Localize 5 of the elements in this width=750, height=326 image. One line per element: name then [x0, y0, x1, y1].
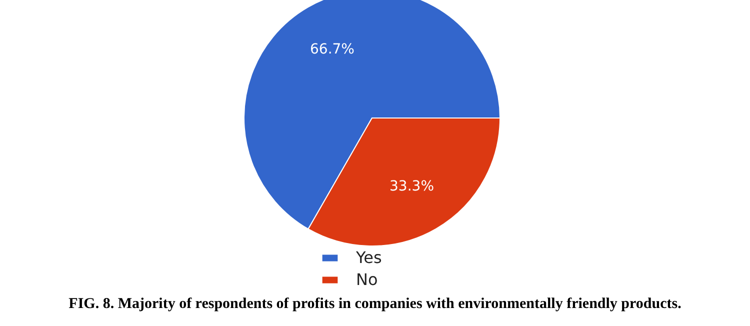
data-label: 33.3%: [390, 178, 434, 195]
caption: FIG. 8. Majority of respondents of profits in companies with environmentally friendly products.: [68, 296, 682, 312]
data-label: 66.7%: [310, 41, 354, 58]
legend-label: No: [356, 270, 378, 289]
legend-label: Yes: [355, 248, 382, 267]
